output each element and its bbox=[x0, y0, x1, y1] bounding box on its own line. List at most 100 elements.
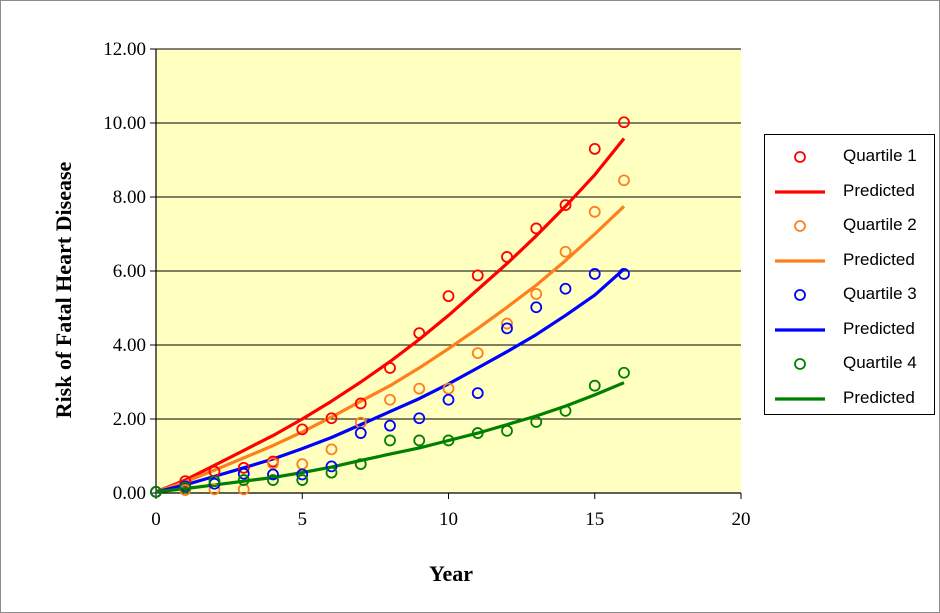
data-point bbox=[208, 475, 221, 488]
data-point bbox=[588, 205, 601, 218]
data-point bbox=[442, 382, 455, 395]
data-point bbox=[501, 251, 513, 263]
data-point bbox=[384, 419, 396, 432]
x-tick-label: 5 bbox=[298, 509, 308, 530]
data-point bbox=[325, 466, 338, 479]
data-point bbox=[296, 423, 309, 436]
data-point bbox=[501, 424, 513, 437]
data-point bbox=[296, 468, 309, 481]
legend-entry: Quartile 3 bbox=[765, 278, 934, 312]
y-tick-label: 0.00 bbox=[113, 483, 146, 504]
data-point bbox=[442, 434, 455, 447]
data-point bbox=[384, 434, 396, 447]
legend-entry: Predicted bbox=[765, 382, 934, 416]
legend-marker-swatch bbox=[794, 289, 806, 301]
y-axis-title: Risk of Fatal Heart Disease bbox=[51, 161, 76, 418]
data-point bbox=[296, 474, 309, 486]
data-point bbox=[267, 457, 279, 470]
data-point bbox=[559, 245, 572, 258]
data-point bbox=[237, 474, 250, 486]
legend-label: Quartile 3 bbox=[843, 284, 917, 303]
x-axis-title: Year bbox=[429, 561, 473, 586]
data-point bbox=[559, 199, 572, 212]
data-point bbox=[471, 427, 484, 439]
data-point bbox=[588, 268, 601, 280]
y-tick-label: 10.00 bbox=[103, 113, 146, 134]
data-point bbox=[501, 317, 513, 330]
data-point bbox=[442, 290, 455, 303]
legend-marker-swatch bbox=[794, 220, 806, 232]
series-line bbox=[155, 137, 626, 494]
series-line bbox=[155, 205, 626, 494]
data-point bbox=[237, 461, 250, 474]
data-point bbox=[588, 142, 601, 155]
data-point bbox=[588, 379, 601, 392]
series-layer bbox=[150, 116, 630, 498]
data-point bbox=[354, 427, 367, 439]
data-point bbox=[325, 443, 338, 456]
y-tick-label: 12.00 bbox=[103, 39, 146, 60]
x-tick-label: 20 bbox=[732, 509, 751, 530]
legend-label: Predicted bbox=[843, 318, 915, 338]
data-point bbox=[150, 485, 162, 498]
data-point bbox=[384, 393, 396, 406]
data-point bbox=[179, 481, 192, 494]
data-point bbox=[384, 362, 396, 374]
data-point bbox=[442, 393, 455, 406]
legend-line-swatch bbox=[775, 258, 825, 263]
data-point bbox=[501, 322, 513, 335]
legend-label: Quartile 4 bbox=[843, 353, 917, 372]
legend-entry: Predicted bbox=[765, 175, 934, 209]
data-point bbox=[179, 475, 192, 488]
y-tick-label: 4.00 bbox=[113, 335, 146, 356]
x-tick-label: 0 bbox=[151, 509, 161, 530]
data-point bbox=[471, 347, 484, 360]
data-point bbox=[267, 474, 279, 486]
gridlines bbox=[156, 48, 741, 420]
y-tick-label: 2.00 bbox=[113, 409, 146, 430]
data-point bbox=[618, 174, 630, 187]
axes bbox=[150, 48, 742, 499]
data-point bbox=[618, 268, 630, 280]
x-tick-label: 15 bbox=[585, 509, 604, 530]
data-point bbox=[413, 434, 426, 447]
y-tick-label: 6.00 bbox=[113, 261, 146, 282]
legend-label: Predicted bbox=[843, 180, 915, 200]
tick-labels: 0.00 2.00 4.00 6.00 8.00 10.00 12.00 0 5 10 15 20 bbox=[103, 39, 750, 530]
legend-entry: Quartile 1 bbox=[765, 140, 934, 174]
legend-line-swatch bbox=[775, 189, 825, 194]
legend-label: Predicted bbox=[843, 387, 915, 407]
data-point bbox=[471, 269, 484, 282]
data-point bbox=[413, 382, 426, 395]
legend-entry: Quartile 2 bbox=[765, 209, 934, 243]
data-point bbox=[559, 404, 572, 417]
data-point bbox=[237, 467, 250, 480]
data-point bbox=[267, 468, 279, 481]
legend: Quartile 1 Predicted Quartile 2 Predicted Qu… bbox=[764, 134, 935, 415]
data-point bbox=[530, 301, 543, 314]
legend-label: Quartile 2 bbox=[843, 215, 917, 234]
data-point bbox=[354, 397, 367, 410]
data-point bbox=[413, 412, 426, 425]
legend-line-swatch bbox=[775, 327, 825, 332]
data-point bbox=[559, 282, 572, 295]
data-point bbox=[618, 116, 630, 129]
data-point bbox=[413, 327, 426, 340]
data-point bbox=[530, 222, 543, 235]
data-point bbox=[325, 412, 338, 425]
legend-marker-swatch bbox=[794, 358, 806, 370]
legend-label: Predicted bbox=[843, 249, 915, 269]
data-point bbox=[471, 387, 484, 400]
data-point bbox=[618, 366, 630, 379]
legend-marker-swatch bbox=[794, 151, 806, 163]
data-point bbox=[354, 458, 367, 471]
legend-label: Quartile 1 bbox=[843, 146, 917, 165]
data-point bbox=[325, 460, 338, 473]
legend-line-swatch bbox=[775, 396, 825, 401]
data-point bbox=[530, 416, 543, 428]
legend-entry: Quartile 4 bbox=[765, 347, 934, 381]
data-point bbox=[208, 483, 221, 496]
data-point bbox=[530, 288, 543, 300]
